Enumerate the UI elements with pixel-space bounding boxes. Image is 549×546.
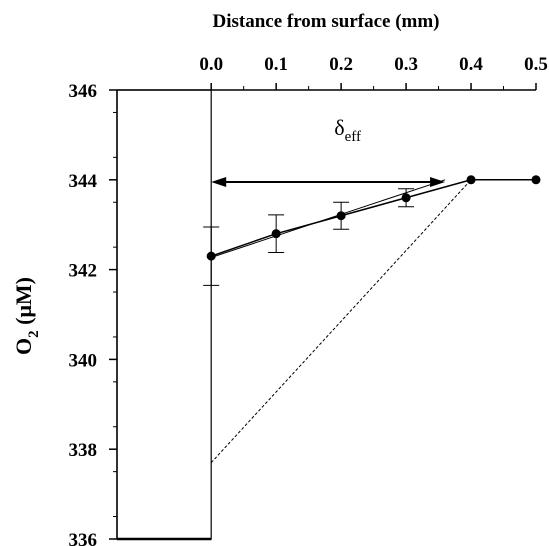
x-tick-label: 0.5 bbox=[524, 54, 548, 75]
data-point bbox=[206, 251, 216, 261]
x-tick-label: 0.2 bbox=[329, 54, 353, 75]
series-line bbox=[210, 179, 536, 257]
data-point bbox=[336, 211, 346, 221]
dashed-line bbox=[210, 179, 472, 464]
data-point bbox=[401, 193, 411, 203]
boundary-layer-rect bbox=[116, 89, 212, 540]
data-point bbox=[466, 175, 476, 185]
y-axis: 336 338 340 342 344 346 bbox=[69, 81, 117, 546]
y-tick-label: 336 bbox=[69, 530, 98, 546]
x-tick-label: 0.1 bbox=[264, 54, 288, 75]
data-point bbox=[271, 229, 281, 239]
data-point bbox=[531, 175, 541, 185]
y-tick-label: 340 bbox=[69, 350, 98, 371]
x-axis-title: Distance from surface (mm) bbox=[212, 11, 439, 32]
y-tick-label: 342 bbox=[69, 261, 98, 282]
x-axis: 0.0 0.1 0.2 0.3 0.4 0.5 bbox=[199, 54, 548, 90]
x-tick-label: 0.0 bbox=[199, 54, 223, 75]
delta-subscript: eff bbox=[345, 129, 361, 145]
delta-eff-label: δeff bbox=[334, 115, 361, 145]
delta-symbol: δ bbox=[334, 115, 344, 140]
y-tick-label: 344 bbox=[69, 171, 98, 192]
y-axis-title: O2 (μM) bbox=[11, 277, 42, 355]
plot-area: δeff bbox=[116, 89, 541, 541]
y-tick-label: 346 bbox=[69, 81, 98, 102]
arrow-head-left bbox=[211, 177, 227, 188]
arrow-head-right bbox=[430, 177, 446, 188]
x-tick-label: 0.3 bbox=[394, 54, 418, 75]
y-tick-label: 338 bbox=[69, 440, 98, 461]
x-tick-label: 0.4 bbox=[459, 54, 483, 75]
